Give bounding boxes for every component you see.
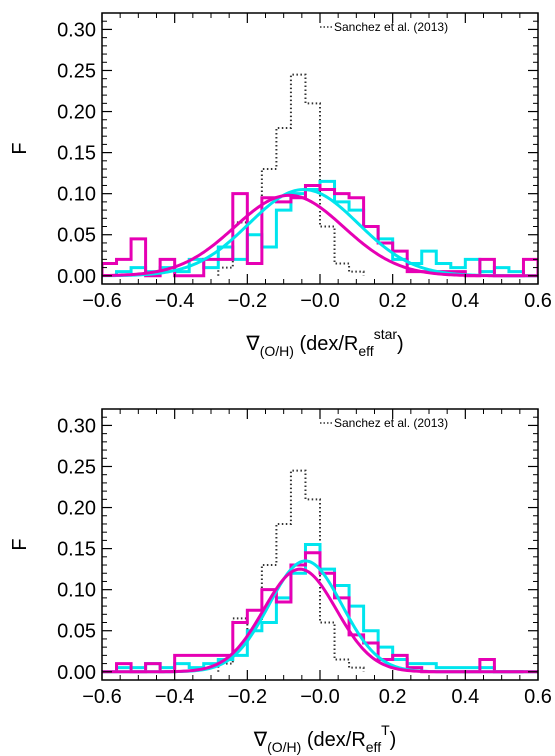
x-tick-label: −0.2 xyxy=(228,290,267,312)
bottom-panel: −0.6 −0.4 −0.2 −0.0 0.2 0.4 0.6 0.00 0.05 0.10 0.1… xyxy=(9,408,552,755)
plot-area xyxy=(102,73,538,278)
y-tick-label: 0.00 xyxy=(57,662,96,684)
y-tick-label: 0.10 xyxy=(57,580,96,602)
y-tick-label: 0.00 xyxy=(57,266,96,288)
x-tick-label: −0.2 xyxy=(228,686,267,708)
y-tick-label: 0.05 xyxy=(57,621,96,643)
x-tick-label: −0.0 xyxy=(300,290,339,312)
x-axis-label: ∇(O/H) (dex/ReffT) xyxy=(253,722,397,755)
x-tick-label: 0.6 xyxy=(524,686,552,708)
x-tick-label: −0.6 xyxy=(82,290,121,312)
y-tick-label: 0.25 xyxy=(57,60,96,82)
legend-label: Sanchez et al. (2013) xyxy=(334,416,448,430)
x-tick-label: −0.4 xyxy=(155,686,194,708)
histogram-series-2 xyxy=(102,183,538,278)
y-tick-label: 0.10 xyxy=(57,184,96,206)
x-tick-label: 0.2 xyxy=(379,686,407,708)
y-tick-label: 0.30 xyxy=(57,19,96,41)
y-tick-label: 0.25 xyxy=(57,456,96,478)
x-tick-label: −0.4 xyxy=(155,290,194,312)
x-tick-label: 0.6 xyxy=(524,290,552,312)
y-tick-label: 0.30 xyxy=(57,415,96,437)
top-panel: −0.6 −0.4 −0.2 −0.0 0.2 0.4 0.6 0.00 0.05 0.10 0.1… xyxy=(9,12,552,359)
histogram-series-0 xyxy=(217,73,365,276)
y-axis-label: F xyxy=(9,142,31,154)
histogram-series-1 xyxy=(115,543,524,674)
x-axis-label: ∇(O/H) (dex/Reffstar) xyxy=(245,326,403,359)
y-tick-label: 0.20 xyxy=(57,498,96,520)
x-tick-label: −0.0 xyxy=(300,686,339,708)
y-axis-label: F xyxy=(9,538,31,550)
plot-area xyxy=(102,469,538,674)
x-tick-label: −0.6 xyxy=(82,686,121,708)
gaussian-fit-3 xyxy=(102,188,538,278)
y-tick-label: 0.15 xyxy=(57,143,96,165)
x-tick-label: 0.2 xyxy=(379,290,407,312)
x-tick-label: 0.4 xyxy=(451,686,479,708)
y-tick-label: 0.20 xyxy=(57,102,96,124)
gaussian-fit-4 xyxy=(102,193,538,278)
y-tick-label: 0.05 xyxy=(57,225,96,247)
y-tick-label: 0.15 xyxy=(57,539,96,561)
x-tick-label: 0.4 xyxy=(451,290,479,312)
legend-label: Sanchez et al. (2013) xyxy=(334,20,448,34)
